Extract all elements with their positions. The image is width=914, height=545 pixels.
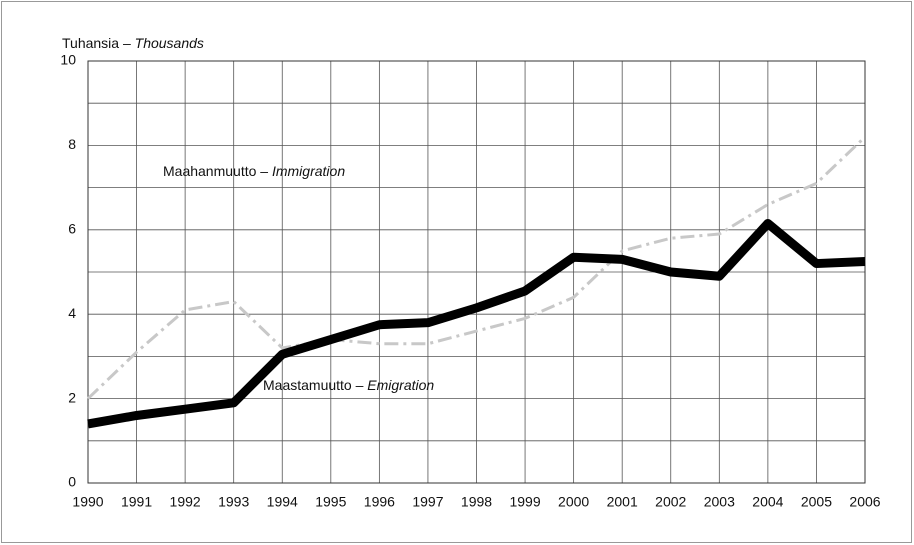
x-tick-label: 1998 [461,494,492,510]
y-tick-label: 8 [68,136,76,152]
y-tick-label: 0 [68,474,76,490]
y-label-fi: Tuhansia – [62,35,131,51]
y-label-en: Thousands [135,35,204,51]
x-tick-label: 1997 [412,494,443,510]
x-tick-label: 1996 [364,494,395,510]
x-tick-label: 2006 [849,494,880,510]
series-line [86,135,867,400]
plot-frame [87,60,866,484]
series-line [87,218,866,429]
series-name-en: Emigration [367,377,434,393]
x-tick-label: 1999 [509,494,540,510]
y-tick-label: 10 [60,52,76,68]
series-name-fi: Maahanmuutto – [163,163,268,179]
x-tick-label: 2002 [655,494,686,510]
series-label: Maahanmuutto – Immigration [163,163,345,179]
x-tick-label: 2000 [558,494,589,510]
grid [87,60,866,484]
y-tick-label: 6 [68,221,76,237]
y-tick-label: 2 [68,389,76,405]
x-tick-label: 1992 [170,494,201,510]
x-tick-label: 1995 [315,494,346,510]
x-tick-label: 2003 [704,494,735,510]
x-tick-label: 2004 [752,494,783,510]
x-tick-label: 1994 [267,494,298,510]
x-tick-label: 2005 [801,494,832,510]
x-tick-label: 1993 [218,494,249,510]
y-axis-label: Tuhansia – Thousands [62,35,204,51]
x-tick-label: 1991 [121,494,152,510]
y-tick-label: 4 [68,305,76,321]
series-label: Maastamuutto – Emigration [263,377,434,393]
series-name-fi: Maastamuutto – [263,377,364,393]
x-tick-label: 1990 [72,494,103,510]
series-name-en: Immigration [272,163,345,179]
x-tick-label: 2001 [607,494,638,510]
